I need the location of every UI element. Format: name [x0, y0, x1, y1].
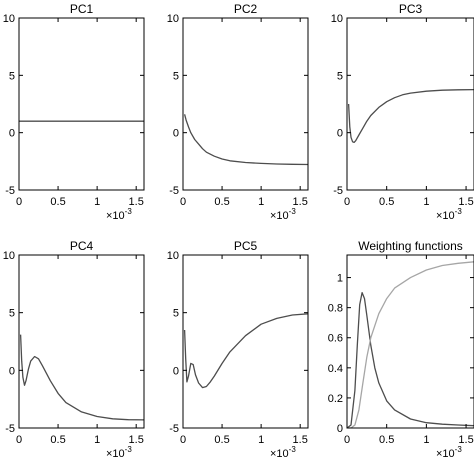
y-tick-label: -5 [5, 423, 15, 435]
y-tick-label: 10 [167, 250, 179, 262]
x-multiplier-base: ×10 [270, 210, 289, 222]
axes-frame [182, 254, 309, 429]
y-tick-label: -5 [5, 185, 15, 197]
x-multiplier-label: ×10-3 [106, 445, 132, 457]
x-multiplier-label: ×10-3 [106, 207, 132, 222]
x-tick-label: 0.5 [214, 434, 229, 446]
x-multiplier-exponent: -3 [289, 445, 297, 454]
x-tick-label: 0.5 [50, 434, 65, 446]
y-tick-label: 0.6 [328, 333, 343, 345]
series-line-1 [347, 88, 474, 144]
x-tick-label: 1.5 [293, 196, 308, 208]
x-tick-label: 0 [180, 196, 186, 208]
x-tick-label: 1 [423, 196, 429, 208]
series-line-1 [183, 313, 308, 389]
x-multiplier-label: ×10-3 [270, 445, 296, 457]
x-multiplier-exponent: -3 [289, 207, 297, 216]
x-tick-label: 1.5 [293, 434, 308, 446]
x-multiplier-base: ×10 [106, 448, 125, 457]
y-tick-label: 10 [167, 13, 179, 25]
y-tick-label: 0 [9, 128, 15, 140]
x-tick-label: 0 [180, 434, 186, 446]
chart-title: PC3 [399, 2, 423, 16]
y-tick-label: 10 [3, 250, 15, 262]
y-tick-label: 10 [331, 13, 343, 25]
x-multiplier-exponent: -3 [455, 207, 463, 216]
series-line-1 [19, 334, 144, 421]
x-tick-label: 0 [16, 196, 22, 208]
chart-title: PC2 [234, 2, 258, 16]
x-tick-label: 1 [258, 196, 264, 208]
x-tick-label: 1.5 [129, 196, 144, 208]
axes-frame [346, 17, 474, 191]
x-tick-label: 0 [16, 434, 22, 446]
x-tick-label: 1 [258, 434, 264, 446]
y-tick-label: 5 [9, 308, 15, 320]
x-multiplier-label: ×10-3 [436, 445, 462, 457]
y-tick-label: 1 [337, 273, 343, 285]
y-tick-label: 5 [9, 70, 15, 82]
y-tick-label: 0 [9, 365, 15, 377]
x-tick-label: 1 [94, 196, 100, 208]
series-line-1 [347, 291, 474, 428]
series-line-1 [183, 114, 308, 166]
series-line-2 [347, 261, 474, 428]
x-tick-label: 0 [344, 196, 350, 208]
axes-frame [182, 17, 309, 191]
chart-title: Weighting functions [358, 239, 463, 253]
y-tick-label: 0.4 [328, 363, 343, 375]
y-tick-label: 5 [173, 308, 179, 320]
x-multiplier-label: ×10-3 [436, 207, 462, 222]
y-tick-label: 0 [337, 128, 343, 140]
y-tick-label: 5 [173, 70, 179, 82]
y-tick-label: 5 [337, 70, 343, 82]
y-tick-label: -5 [169, 185, 179, 197]
y-tick-label: -5 [333, 185, 343, 197]
axes-frame [346, 254, 474, 429]
x-multiplier-label: ×10-3 [270, 207, 296, 222]
y-tick-label: 0 [173, 365, 179, 377]
chart-panel-6: Weighting functions 0 0.5 1 1.5 0 0.2 0.4 0.6 0.8… [328, 239, 474, 457]
x-multiplier-exponent: -3 [125, 207, 133, 216]
x-multiplier-exponent: -3 [125, 445, 133, 454]
x-tick-label: 0.5 [379, 434, 394, 446]
chart-title: PC4 [70, 239, 94, 253]
y-tick-label: 0.2 [328, 393, 343, 405]
x-tick-label: 0.5 [214, 196, 229, 208]
y-tick-label: 0 [337, 423, 343, 435]
x-tick-label: 0 [344, 434, 350, 446]
x-multiplier-base: ×10 [106, 210, 125, 222]
y-tick-label: 10 [3, 13, 15, 25]
x-multiplier-base: ×10 [436, 448, 455, 457]
chart-title: PC1 [70, 2, 94, 16]
axes-frame [18, 254, 145, 429]
axes-frame [18, 17, 145, 191]
x-tick-label: 1.5 [458, 434, 473, 446]
chart-title: PC5 [234, 239, 258, 253]
x-multiplier-exponent: -3 [455, 445, 463, 454]
y-tick-label: -5 [169, 423, 179, 435]
y-tick-label: 0.8 [328, 303, 343, 315]
y-tick-label: 0 [173, 128, 179, 140]
x-tick-label: 1.5 [458, 196, 473, 208]
x-tick-label: 0.5 [379, 196, 394, 208]
x-multiplier-base: ×10 [436, 210, 455, 222]
x-tick-label: 0.5 [50, 196, 65, 208]
x-tick-label: 1 [423, 434, 429, 446]
x-tick-label: 1.5 [129, 434, 144, 446]
x-multiplier-base: ×10 [270, 448, 289, 457]
x-tick-label: 1 [94, 434, 100, 446]
